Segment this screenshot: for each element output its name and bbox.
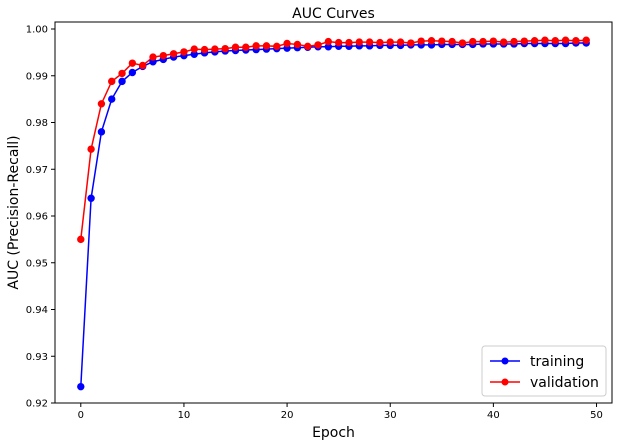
legend: training validation (481, 345, 607, 397)
data-point-validation (469, 37, 477, 46)
data-point-validation (541, 36, 549, 44)
data-point-validation (427, 37, 436, 45)
data-point-validation (448, 37, 456, 46)
data-point-training (128, 68, 137, 77)
data-point-validation (293, 40, 302, 49)
y-tick-label: 1.00 (26, 25, 48, 36)
data-point-validation (365, 38, 374, 46)
data-point-validation (572, 37, 580, 45)
x-tick-label: 0 (78, 410, 84, 421)
data-point-validation (479, 37, 487, 46)
data-point-validation (458, 39, 467, 47)
y-tick-label: 0.93 (26, 352, 48, 363)
data-point-validation (77, 235, 85, 244)
data-point-validation (231, 43, 240, 51)
data-point-validation (169, 50, 178, 58)
data-point-validation (138, 61, 147, 70)
data-point-validation (87, 145, 95, 153)
data-point-validation (118, 69, 126, 78)
data-point-training (108, 95, 116, 103)
data-point-validation (200, 45, 209, 54)
x-tick-label: 50 (590, 410, 603, 421)
data-point-validation (551, 37, 559, 45)
data-point-validation (149, 53, 157, 61)
x-tick-label: 20 (281, 410, 294, 421)
data-point-validation (304, 42, 312, 51)
data-point-validation (530, 37, 539, 45)
data-point-training (118, 77, 126, 86)
y-tick-label: 0.98 (26, 118, 48, 129)
data-point-validation (345, 38, 353, 47)
data-point-validation (520, 37, 529, 45)
data-point-validation (324, 37, 333, 46)
data-point-validation (128, 59, 137, 67)
data-point-training (77, 382, 85, 391)
series-lines (80, 39, 587, 387)
plot-frame (54, 21, 613, 404)
data-point-validation (97, 100, 106, 108)
legend-items: training validation (490, 354, 599, 391)
data-point-validation (386, 38, 394, 46)
data-point-validation (376, 38, 384, 47)
y-tick-label: 0.92 (26, 399, 48, 410)
legend-label-validation: validation (530, 375, 599, 391)
data-point-validation (438, 37, 446, 45)
data-point-validation (582, 36, 590, 44)
legend-box (481, 345, 607, 397)
y-axis-label: AUC (Precision-Recall) (6, 135, 22, 289)
x-tick-label: 30 (384, 410, 397, 421)
data-point-validation (262, 42, 271, 50)
data-point-validation (417, 37, 425, 45)
data-point-validation (108, 77, 116, 86)
data-point-validation (396, 38, 405, 46)
legend-label-training: training (530, 354, 584, 370)
data-point-training (97, 128, 106, 136)
y-tick-label: 0.97 (26, 165, 48, 176)
data-point-validation (407, 39, 415, 47)
y-axis-ticks: 0.92 0.93 0.94 0.95 0.96 0.97 0.98 0.99 1.00 (26, 25, 55, 410)
data-point-validation (252, 42, 260, 50)
data-point-validation (180, 48, 188, 56)
series-points (77, 36, 590, 391)
data-point-validation (221, 44, 229, 53)
x-tick-label: 40 (487, 410, 500, 421)
x-tick-label: 10 (178, 410, 191, 421)
legend-marker-training (501, 357, 509, 365)
y-tick-label: 0.99 (26, 71, 48, 82)
data-point-validation (159, 51, 168, 60)
legend-marker-validation (501, 378, 509, 386)
data-point-validation (273, 42, 281, 51)
data-point-validation (314, 41, 322, 49)
y-tick-label: 0.94 (26, 305, 48, 316)
data-point-validation (499, 38, 508, 46)
data-point-validation (561, 36, 570, 44)
data-point-validation (489, 37, 498, 45)
data-point-validation (510, 37, 518, 46)
series-line-validation (80, 39, 587, 240)
data-point-validation (242, 43, 250, 51)
chart-title: AUC Curves (292, 6, 375, 22)
data-point-validation (190, 45, 198, 53)
x-axis-ticks: 0 10 20 30 40 50 (78, 403, 603, 421)
data-point-validation (211, 45, 219, 53)
data-point-validation (283, 39, 291, 48)
series-line-training (80, 42, 587, 387)
data-point-validation (334, 38, 343, 47)
data-point-training (87, 194, 95, 202)
data-point-validation (355, 38, 363, 46)
x-axis-label: Epoch (312, 425, 355, 441)
y-tick-label: 0.96 (26, 212, 48, 223)
y-tick-label: 0.95 (26, 258, 48, 269)
